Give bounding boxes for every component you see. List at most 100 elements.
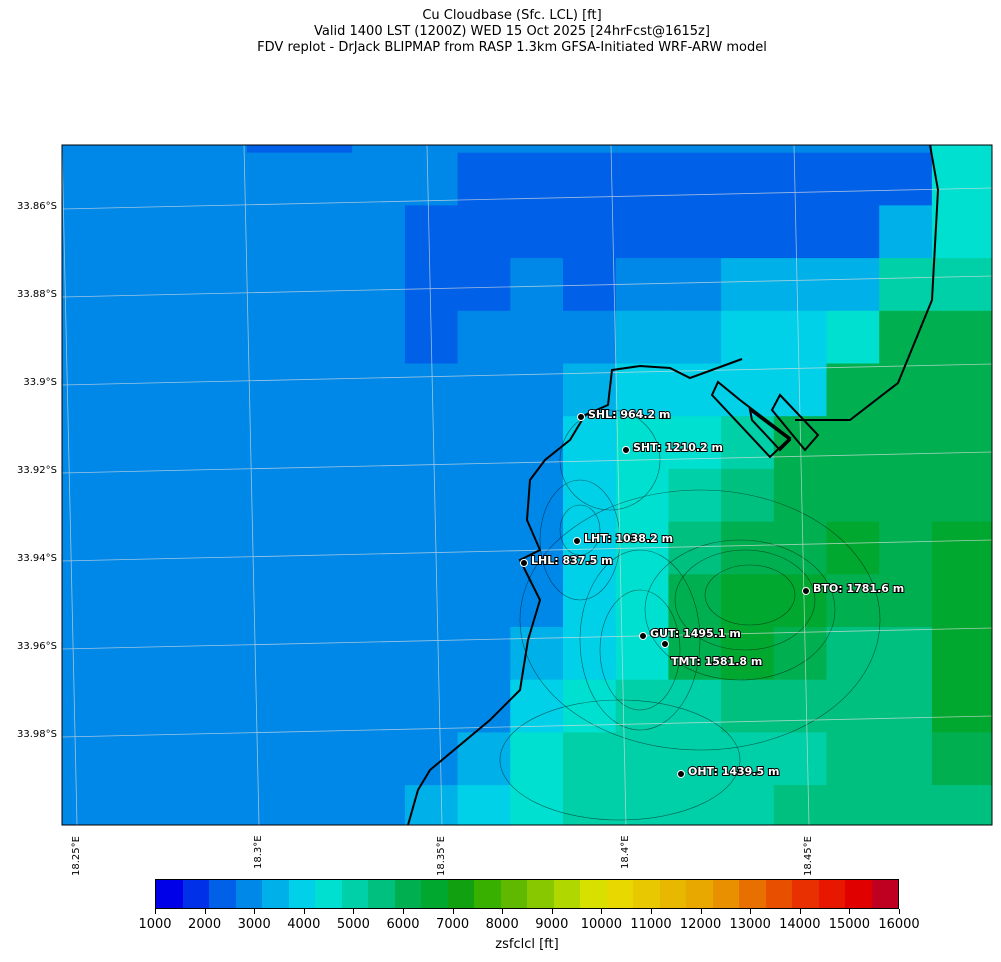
colorbar-tick-label: 12000 xyxy=(679,917,722,932)
colorbar-tick xyxy=(452,909,454,914)
grid-cell xyxy=(194,416,248,470)
grid-cell xyxy=(668,152,722,206)
grid-cell xyxy=(826,732,880,786)
grid-cell xyxy=(141,145,195,154)
grid-cell xyxy=(88,363,142,417)
grid-cell xyxy=(457,521,511,575)
grid-cell xyxy=(62,785,90,825)
colorbar-swatch xyxy=(845,880,872,908)
grid-cell xyxy=(457,205,511,259)
title-line-3: FDV replot - DrJack BLIPMAP from RASP 1.… xyxy=(257,40,767,55)
grid-cell xyxy=(141,732,195,786)
station-label: SHL: 964.2 m xyxy=(588,408,670,421)
grid-cell xyxy=(721,205,775,259)
grid-cell xyxy=(826,785,880,825)
grid-cell xyxy=(931,416,986,470)
station-marker: SHT: 1210.2 m xyxy=(622,440,724,455)
grid-cell xyxy=(931,363,986,417)
grid-cell xyxy=(246,679,300,733)
station-label: LHT: 1038.2 m xyxy=(584,532,673,545)
grid-cell xyxy=(984,785,992,825)
colorbar-swatch xyxy=(474,880,501,908)
colorbar-tick xyxy=(502,909,504,914)
colorbar-tick-label: 13000 xyxy=(729,917,771,932)
grid-cell xyxy=(668,679,722,733)
grid-cell xyxy=(246,258,300,312)
grid-cell xyxy=(141,416,195,470)
grid-cell xyxy=(510,205,564,259)
grid-cell xyxy=(352,205,406,259)
grid-cell xyxy=(563,145,617,154)
colorbar-tick xyxy=(254,909,256,914)
grid-cell xyxy=(721,416,775,470)
grid-cell xyxy=(563,468,617,523)
grid-cell xyxy=(826,416,880,470)
station-label: GUT: 1495.1 m xyxy=(650,627,741,640)
grid-cell xyxy=(299,145,353,154)
grid-cell xyxy=(510,521,564,575)
grid-cell xyxy=(773,521,827,575)
grid-cell xyxy=(773,363,827,417)
colorbar-swatch xyxy=(818,880,845,908)
grid-cell xyxy=(721,310,775,364)
grid-cell xyxy=(194,679,248,733)
grid-cell xyxy=(246,363,300,417)
colorbar-swatch xyxy=(871,880,898,908)
grid-cell xyxy=(668,416,722,470)
grid-cell xyxy=(457,363,511,417)
grid-cell xyxy=(246,145,300,154)
grid-cell xyxy=(88,205,142,259)
grid-cell xyxy=(352,785,406,825)
grid-cell xyxy=(984,152,992,206)
grid-cell xyxy=(721,785,775,825)
grid-cell xyxy=(246,205,300,259)
lon-label: 18.35°E xyxy=(436,836,447,876)
grid-cell xyxy=(194,521,248,575)
grid-cell xyxy=(62,574,90,628)
grid-cell xyxy=(931,627,986,681)
grid-cell xyxy=(457,258,511,312)
grid-cell xyxy=(141,468,195,523)
grid-cell xyxy=(141,205,195,259)
grid-cell xyxy=(563,627,617,681)
colorbar-tick xyxy=(601,909,603,914)
colorbar-tick-label: 2000 xyxy=(188,917,222,932)
grid-cell xyxy=(457,145,511,154)
station-marker: SHL: 964.2 m xyxy=(577,407,671,422)
title-line-1: Cu Cloudbase (Sfc. LCL) [ft] xyxy=(422,8,602,23)
grid-cell xyxy=(510,574,564,628)
grid-cell xyxy=(88,468,142,523)
grid-cell xyxy=(984,205,992,259)
station-marker: TMT: 1581.8 m xyxy=(661,640,763,669)
grid-cell xyxy=(879,416,933,470)
grid-cell xyxy=(246,152,300,206)
lat-label: 33.96°S xyxy=(17,641,57,652)
station-marker: LHL: 837.5 m xyxy=(520,553,614,568)
terrain-contours xyxy=(499,409,881,821)
grid-cell xyxy=(404,627,459,681)
grid-cell xyxy=(773,627,827,681)
grid-cell xyxy=(299,363,353,417)
grid-cell xyxy=(141,310,195,364)
grid-cell xyxy=(352,310,406,364)
colorbar-swatch xyxy=(262,880,289,908)
grid-cell xyxy=(879,732,933,786)
colorbar-swatch xyxy=(421,880,448,908)
grid-cell xyxy=(352,416,406,470)
grid-cell xyxy=(721,521,775,575)
grid-cell xyxy=(352,521,406,575)
grid-cell xyxy=(194,574,248,628)
grid-cell xyxy=(615,152,669,206)
grid-cell xyxy=(668,732,722,786)
grid-cell xyxy=(510,258,564,312)
grid-cell xyxy=(668,468,722,523)
grid-cell xyxy=(563,205,617,259)
grid-cell xyxy=(879,627,933,681)
colorbar-tick-label: 10000 xyxy=(580,917,623,932)
grid-cell xyxy=(563,310,617,364)
grid-cell xyxy=(563,152,617,206)
grid-cell xyxy=(615,785,669,825)
colorbar-label: zsfclcl [ft] xyxy=(495,937,559,952)
colorbar-swatch xyxy=(235,880,262,908)
